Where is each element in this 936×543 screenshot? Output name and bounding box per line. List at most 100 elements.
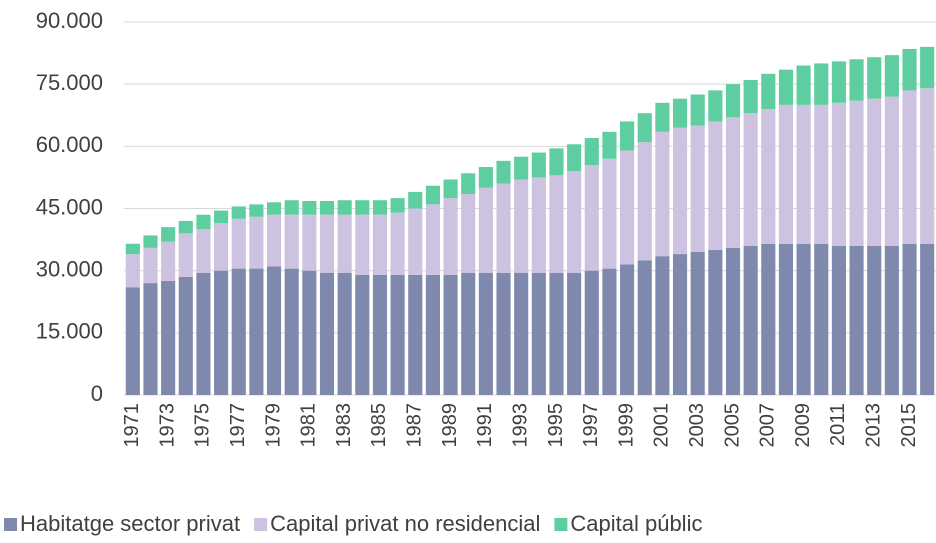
bar-segment bbox=[443, 198, 458, 275]
bar-segment bbox=[231, 268, 246, 395]
bar-segment bbox=[602, 131, 617, 159]
bar-segment bbox=[778, 69, 794, 105]
bar-segment bbox=[425, 274, 440, 395]
bar-segment bbox=[178, 220, 193, 234]
legend-swatch bbox=[4, 518, 17, 531]
x-tick-label: 1999 bbox=[615, 403, 637, 448]
bar-segment bbox=[461, 173, 476, 194]
bar-segment bbox=[284, 268, 299, 395]
x-tick-label: 1981 bbox=[298, 403, 320, 448]
bar-segment bbox=[196, 272, 211, 395]
bar-segment bbox=[302, 214, 317, 271]
bar-segment bbox=[567, 272, 582, 395]
bar-segment bbox=[708, 90, 723, 122]
bar-segment bbox=[655, 131, 670, 257]
legend-swatch bbox=[554, 518, 568, 531]
bar-segment bbox=[390, 274, 405, 395]
bar-segment bbox=[143, 247, 158, 284]
bar-segment bbox=[196, 229, 211, 273]
x-tick-label: 1985 bbox=[368, 403, 390, 448]
bar-segment bbox=[425, 204, 440, 275]
bar-segment bbox=[690, 125, 705, 253]
bar-segment bbox=[778, 243, 794, 395]
bar-segment bbox=[249, 204, 264, 217]
bar-segment bbox=[884, 96, 899, 246]
bar-segment bbox=[178, 276, 193, 395]
x-tick-label: 1991 bbox=[474, 403, 496, 448]
bar-segment bbox=[408, 208, 423, 275]
bar-segment bbox=[867, 98, 882, 246]
bar-segment bbox=[231, 206, 246, 219]
bar-segment bbox=[814, 104, 829, 244]
x-tick-label: 2005 bbox=[721, 403, 743, 448]
y-tick-label: 60.000 bbox=[36, 132, 103, 157]
bar-segment bbox=[231, 218, 246, 269]
bar-segment bbox=[831, 102, 846, 246]
bar-segment bbox=[849, 100, 864, 246]
bar-segment bbox=[496, 272, 511, 395]
bar-segment bbox=[549, 272, 564, 395]
y-tick-label: 15.000 bbox=[36, 319, 103, 344]
x-tick-label: 1973 bbox=[156, 403, 178, 448]
bar-segment bbox=[161, 241, 176, 282]
bar-segment bbox=[266, 202, 282, 215]
bar-segment bbox=[284, 214, 299, 269]
bar-segment bbox=[849, 245, 864, 395]
bar-segment bbox=[796, 65, 811, 105]
bar-segment bbox=[584, 138, 599, 165]
bar-segment bbox=[408, 191, 423, 209]
bar-segment bbox=[920, 243, 935, 395]
bar-segment bbox=[302, 201, 317, 215]
bar-segment bbox=[390, 212, 405, 275]
bar-segment bbox=[266, 214, 282, 267]
x-tick-label: 1977 bbox=[227, 403, 249, 448]
y-tick-label: 75.000 bbox=[36, 70, 103, 95]
bar-segment bbox=[902, 90, 917, 244]
x-tick-label: 2011 bbox=[827, 403, 849, 446]
bar-segment bbox=[249, 216, 264, 269]
bar-segment bbox=[125, 243, 140, 255]
legend-label: Capital privat no residencial bbox=[270, 511, 540, 536]
bar-segment bbox=[143, 235, 158, 248]
bar-segment bbox=[637, 113, 652, 143]
bar-segment bbox=[531, 272, 546, 395]
x-tick-label: 1975 bbox=[192, 403, 214, 448]
bar-segment bbox=[831, 245, 846, 395]
x-tick-label: 1971 bbox=[121, 403, 143, 448]
x-tick-label: 2007 bbox=[757, 403, 779, 448]
x-tick-label: 1983 bbox=[333, 403, 355, 448]
bar-segment bbox=[690, 94, 705, 126]
x-tick-label: 2013 bbox=[862, 403, 884, 448]
bar-segment bbox=[514, 272, 529, 395]
bar-segment bbox=[390, 198, 405, 213]
legend-swatch bbox=[254, 518, 268, 531]
bar-segment bbox=[920, 88, 935, 244]
bar-segment bbox=[902, 48, 917, 91]
bar-segment bbox=[319, 201, 335, 215]
bar-segment bbox=[496, 183, 511, 273]
x-tick-label: 1989 bbox=[439, 403, 461, 448]
bar-segment bbox=[584, 164, 599, 271]
bar-segment bbox=[796, 243, 811, 395]
bar-segment bbox=[602, 158, 617, 269]
y-tick-label: 90.000 bbox=[36, 8, 103, 33]
bar-segment bbox=[725, 247, 741, 395]
bar-segment bbox=[831, 61, 846, 103]
bar-segment bbox=[214, 270, 229, 395]
bar-segment bbox=[761, 73, 776, 110]
bar-segment bbox=[337, 214, 352, 273]
bar-segment bbox=[725, 117, 741, 248]
bar-segment bbox=[761, 109, 776, 244]
bar-segment bbox=[408, 274, 423, 395]
bar-segment bbox=[761, 243, 776, 395]
bar-segment bbox=[337, 272, 352, 395]
bar-segment bbox=[672, 127, 688, 255]
bar-segment bbox=[902, 243, 917, 395]
bar-segment bbox=[672, 254, 688, 395]
bar-segment bbox=[655, 256, 670, 395]
bar-segment bbox=[814, 63, 829, 105]
x-tick-label: 1987 bbox=[404, 403, 426, 448]
bar-segment bbox=[690, 252, 705, 395]
bar-segment bbox=[584, 270, 599, 395]
bar-segment bbox=[743, 245, 758, 395]
